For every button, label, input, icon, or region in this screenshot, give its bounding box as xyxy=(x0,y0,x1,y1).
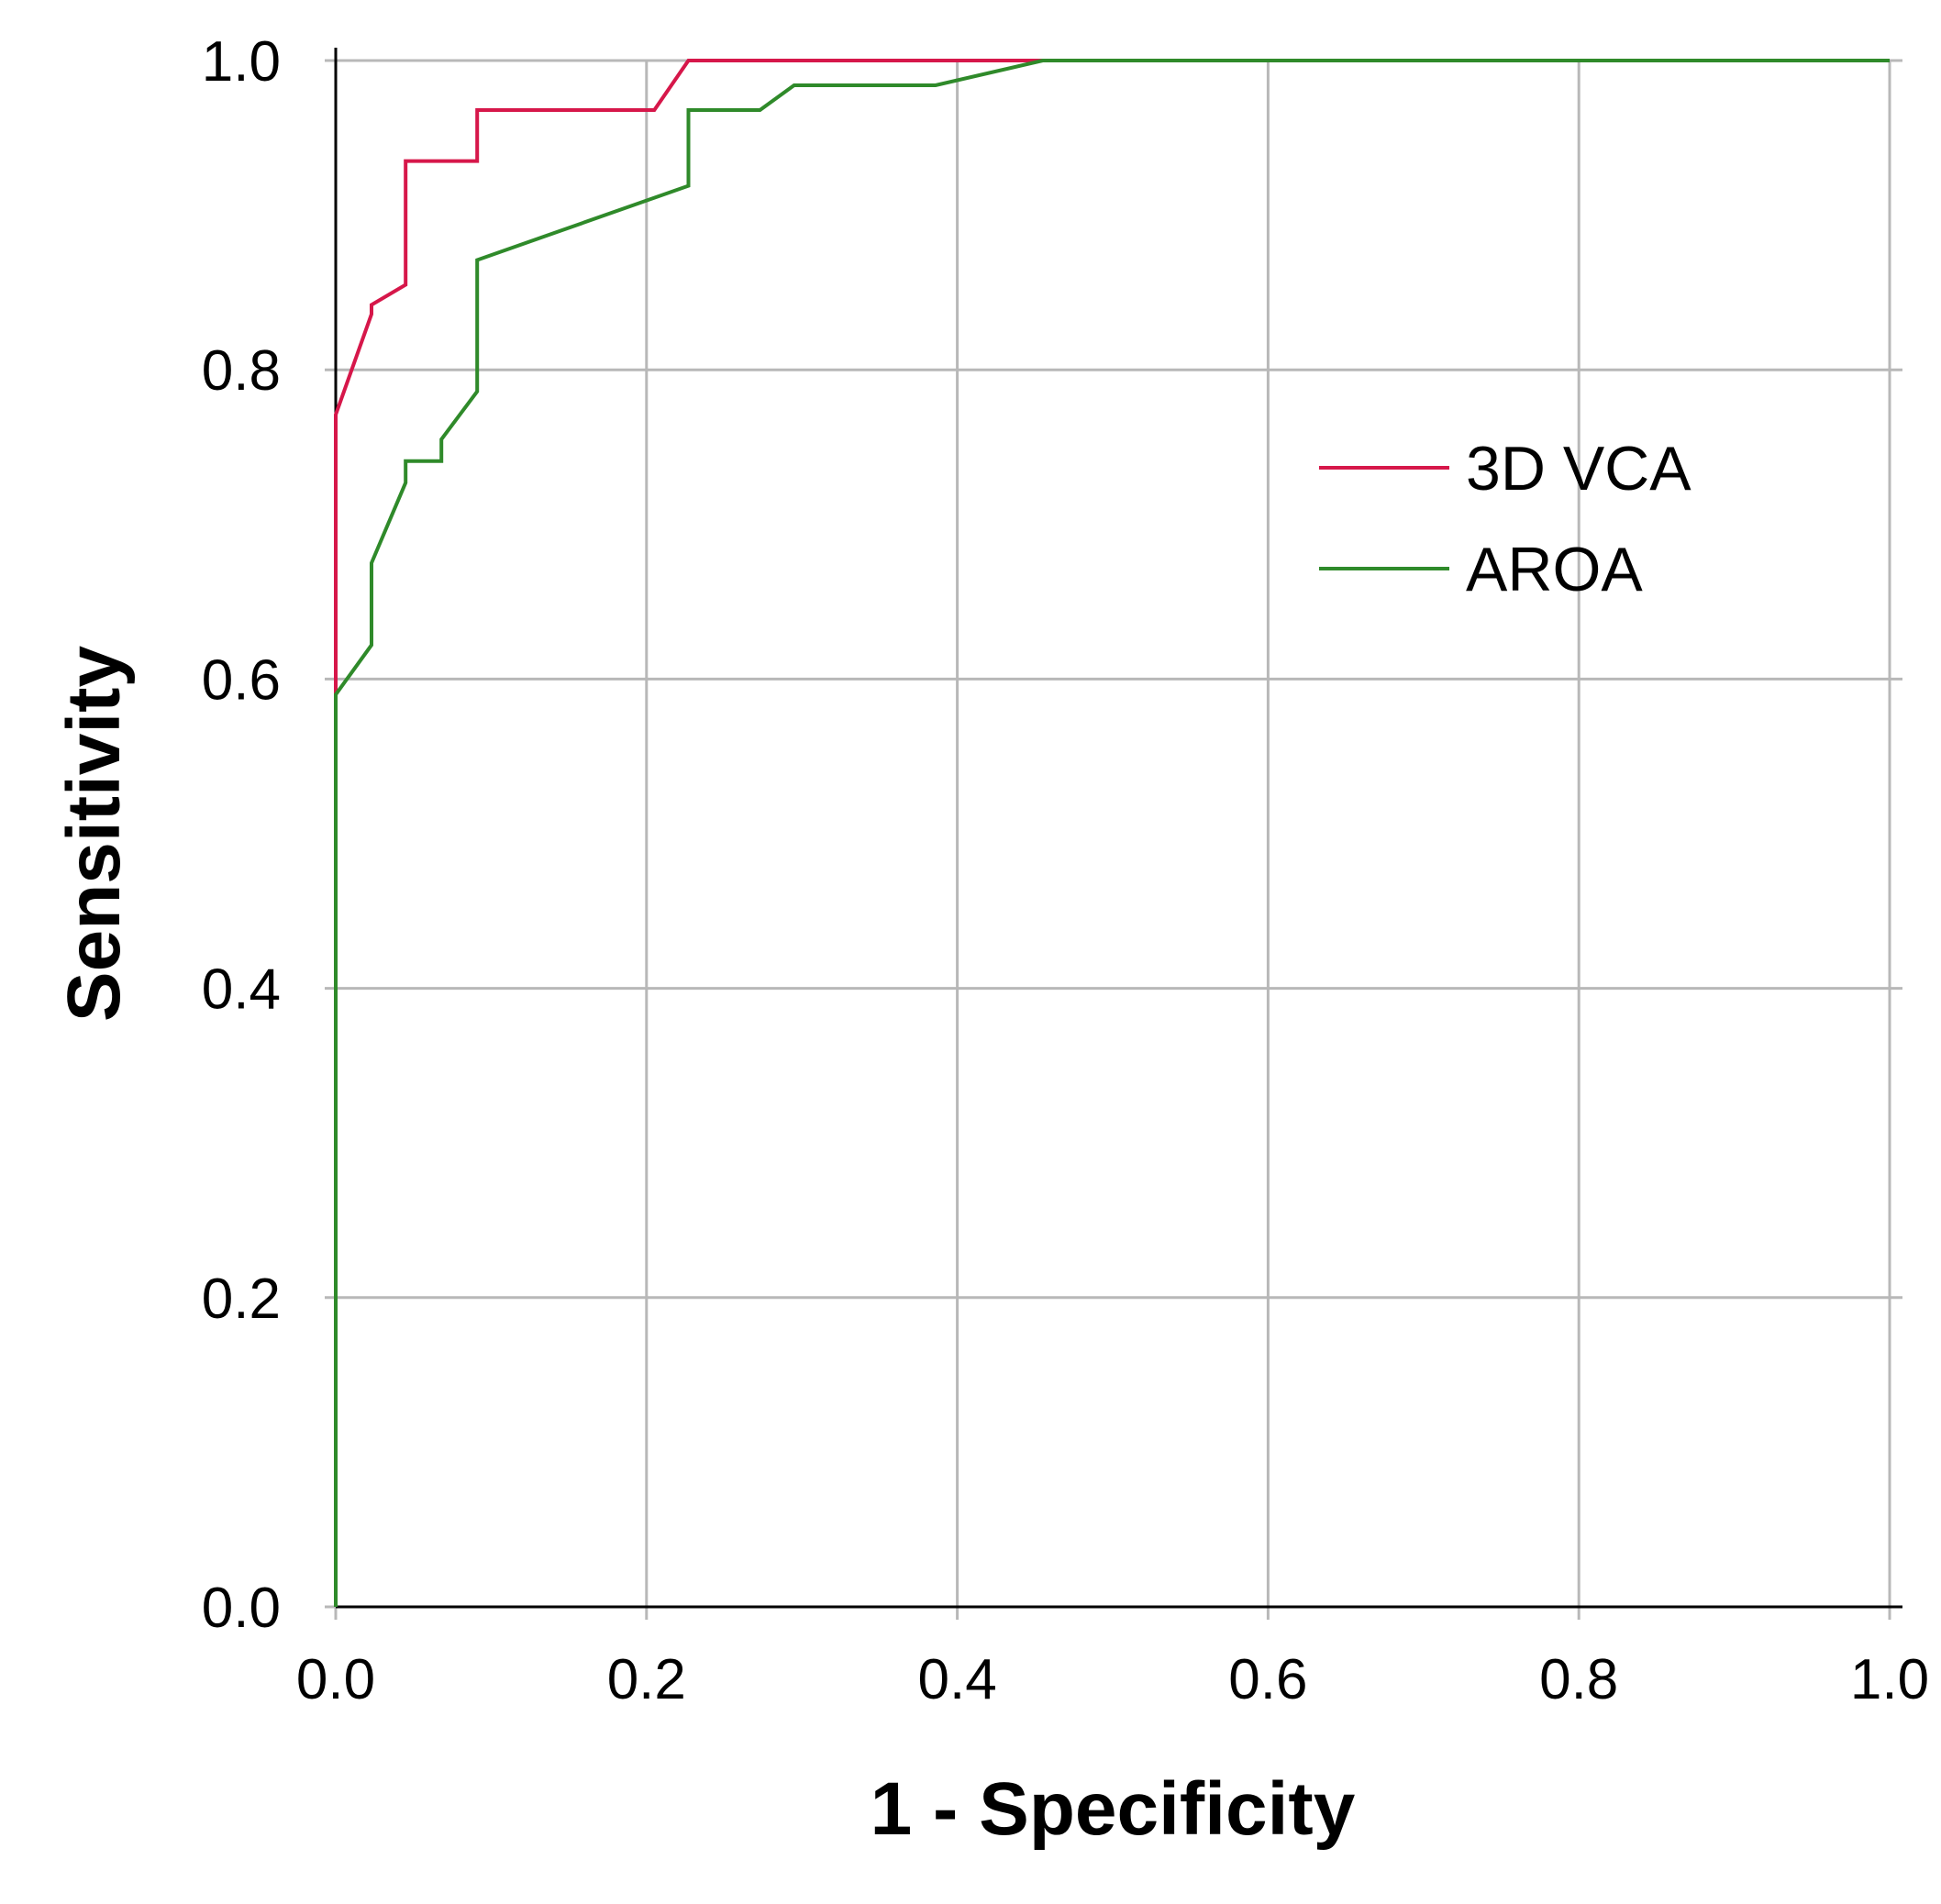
x-axis-title: 1 - Specificity xyxy=(871,1767,1356,1851)
legend-label-3d-vca: 3D VCA xyxy=(1466,434,1691,504)
legend: 3D VCA AROA xyxy=(1319,434,1691,604)
series-line-3d-vca xyxy=(334,59,1890,1607)
y-tick-label: 1.0 xyxy=(202,30,281,94)
y-tick-labels: 0.0 0.2 0.4 0.6 0.8 1.0 xyxy=(202,30,281,1640)
series-lines xyxy=(334,59,1890,1607)
y-tick-label: 0.8 xyxy=(202,339,281,403)
x-tick-label: 1.0 xyxy=(1850,1648,1929,1711)
x-tick-labels: 0.0 0.2 0.4 0.6 0.8 1.0 xyxy=(296,1648,1929,1711)
y-tick-label: 0.4 xyxy=(202,958,281,1022)
gridlines xyxy=(325,59,1902,1620)
x-tick-label: 0.8 xyxy=(1539,1648,1618,1711)
y-axis-title: Sensitivity xyxy=(52,646,136,1023)
y-tick-label: 0.6 xyxy=(202,648,281,712)
y-tick-label: 0.2 xyxy=(202,1267,281,1331)
x-tick-label: 0.4 xyxy=(917,1648,996,1711)
x-tick-label: 0.2 xyxy=(607,1648,686,1711)
x-tick-label: 0.0 xyxy=(296,1648,375,1711)
series-line-aroa xyxy=(334,59,1890,1607)
legend-label-aroa: AROA xyxy=(1466,535,1643,604)
y-tick-label: 0.0 xyxy=(202,1577,281,1640)
x-tick-label: 0.6 xyxy=(1228,1648,1307,1711)
